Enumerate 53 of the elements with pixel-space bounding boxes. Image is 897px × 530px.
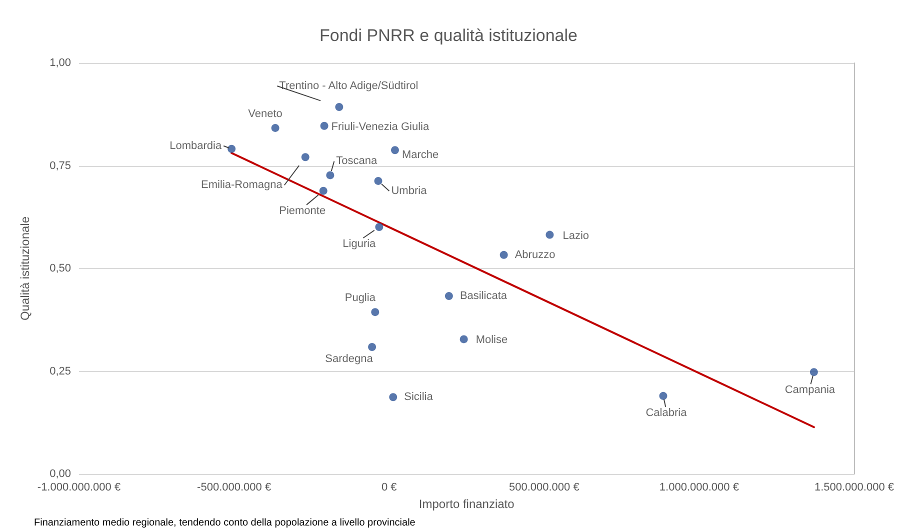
x-axis-title: Importo finanziato xyxy=(418,496,515,511)
point xyxy=(659,392,668,400)
point xyxy=(389,393,398,402)
point xyxy=(228,144,236,153)
annotation: Veneto xyxy=(248,108,282,120)
point xyxy=(301,153,310,162)
x-tick-label: 1.000.000.000 € xyxy=(659,482,739,494)
y-tick-label: 0,75 xyxy=(50,160,71,172)
point xyxy=(335,102,344,111)
point xyxy=(500,250,508,259)
point xyxy=(271,124,280,132)
point xyxy=(444,292,453,300)
x-tick-label: -1.000.000.000 € xyxy=(37,482,121,494)
annotation: Puglia xyxy=(344,292,376,304)
point xyxy=(371,308,380,316)
annotation: Campania xyxy=(784,384,836,396)
y-tick-label: 0,25 xyxy=(50,365,71,378)
point xyxy=(460,335,468,344)
x-tick-label: 0 € xyxy=(381,482,397,494)
annotation: Basilicata xyxy=(460,290,508,302)
annotation: Friuli-Venezia Giulia xyxy=(331,120,430,133)
y-tick-label: 0,00 xyxy=(50,468,71,480)
x-tick-label: 500.000.000 € xyxy=(508,482,580,494)
y-axis-title: Qualità istituzionale xyxy=(18,216,32,321)
point xyxy=(810,368,818,376)
x-tick-label: -500.000.000 € xyxy=(197,482,272,494)
annotation: Liguria xyxy=(342,238,377,250)
annotation: Umbria xyxy=(391,184,428,197)
point xyxy=(320,122,328,130)
point xyxy=(319,186,328,195)
annotation: Sardegna xyxy=(325,353,374,365)
annotation: Trentino - Alto Adige/Südtirol xyxy=(279,80,418,92)
annotation: Emilia-Romagna xyxy=(201,179,284,192)
annotation: Marche xyxy=(402,149,439,162)
point xyxy=(390,146,399,154)
annotation: Toscana xyxy=(336,155,378,168)
x-tick-label: 1.500.000.000 € xyxy=(814,482,894,494)
annotation: Molise xyxy=(476,334,508,346)
point xyxy=(368,343,376,351)
point xyxy=(375,222,384,231)
point xyxy=(326,171,334,180)
point xyxy=(546,230,554,239)
annotation: Calabria xyxy=(646,406,688,419)
annotation: Lazio xyxy=(562,230,590,242)
y-tick-label: 0,50 xyxy=(50,262,71,274)
text: Finanziamento medio regionale, tendendo conto della popolazione a livello provinciale xyxy=(34,518,416,528)
y-tick-label: 1,00 xyxy=(50,57,71,69)
annotation: Lombardia xyxy=(170,140,222,152)
annotation: Sicilia xyxy=(404,391,434,404)
annotation: Abruzzo xyxy=(514,248,556,261)
point xyxy=(374,176,382,185)
chart-title: Fondi PNRR e qualità istituzionale xyxy=(320,26,578,45)
annotation: Piemonte xyxy=(279,204,326,217)
